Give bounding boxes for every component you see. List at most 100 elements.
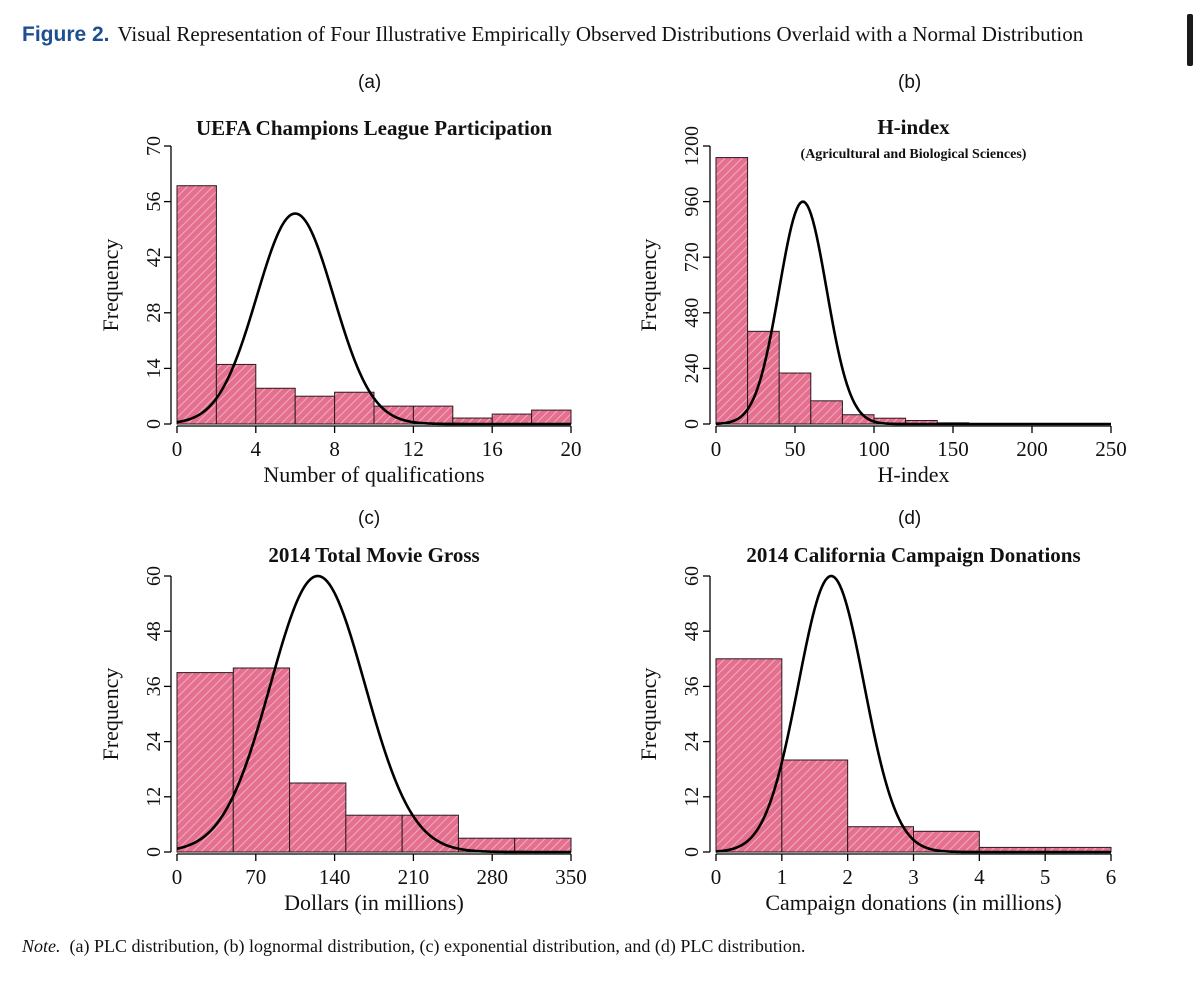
histogram-bar xyxy=(747,330,780,425)
x-tick-label: 4 xyxy=(974,865,985,889)
chart-title: 2014 Total Movie Gross xyxy=(268,543,479,567)
y-tick-label: 0 xyxy=(681,419,703,429)
x-tick-label: 210 xyxy=(398,865,430,889)
histogram-bar xyxy=(294,395,336,425)
panel-label-d: (d) xyxy=(898,508,922,529)
histogram-bar xyxy=(255,387,296,425)
histogram-bar xyxy=(412,405,454,425)
histogram-bar xyxy=(491,413,533,425)
histogram-bar xyxy=(176,185,217,425)
x-tick-label: 16 xyxy=(482,437,503,461)
panel-label-a: (a) xyxy=(358,72,382,93)
y-tick-label: 12 xyxy=(681,787,703,807)
chart-title: H-index xyxy=(877,115,950,139)
x-tick-label: 100 xyxy=(858,437,890,461)
x-tick-label: 5 xyxy=(1040,865,1051,889)
x-tick-label: 20 xyxy=(561,437,582,461)
x-tick-label: 0 xyxy=(711,865,722,889)
chart-movie-gross: 0 70 140 210 280 350 0 12 24 36 48 60 2014 Total Mov… xyxy=(98,543,587,915)
x-tick-label: 50 xyxy=(785,437,806,461)
normal-curve xyxy=(176,212,571,426)
y-tick-label: 0 xyxy=(143,419,165,429)
y-tick-label: 60 xyxy=(681,566,703,586)
histogram-bar xyxy=(215,363,257,425)
y-tick-label: 28 xyxy=(143,303,165,323)
y-axis-label: Frequency xyxy=(636,239,661,332)
histogram-bar xyxy=(715,157,749,425)
x-axis-label: H-index xyxy=(877,462,949,487)
histogram-bar xyxy=(176,672,234,853)
figure-label: Figure 2. xyxy=(22,23,110,46)
x-tick-label: 3 xyxy=(908,865,919,889)
y-axis-label: Frequency xyxy=(98,668,123,761)
y-tick-label: 0 xyxy=(143,847,165,857)
histogram-bar xyxy=(847,826,915,853)
y-tick-label: 48 xyxy=(143,621,165,641)
x-axis-label: Number of qualifications xyxy=(263,462,484,487)
histogram-bar xyxy=(810,400,843,425)
y-tick-label: 960 xyxy=(681,187,703,217)
histogram-bar xyxy=(334,391,375,425)
y-tick-label: 480 xyxy=(681,298,703,328)
x-tick-label: 280 xyxy=(476,865,508,889)
chart-uefa: 0 4 8 12 16 20 0 14 28 42 56 70 UEFA Champions Leagu… xyxy=(98,116,582,487)
x-tick-label: 6 xyxy=(1106,865,1117,889)
histogram-bar xyxy=(514,837,572,853)
histogram-bar xyxy=(345,814,403,853)
y-tick-label: 1200 xyxy=(681,126,703,166)
x-tick-label: 70 xyxy=(245,865,266,889)
y-tick-label: 36 xyxy=(681,676,703,696)
chart-subtitle: (Agricultural and Biological Sciences) xyxy=(801,147,1027,162)
scrollbar-edge xyxy=(1187,14,1193,66)
panel-label-c: (c) xyxy=(358,508,381,529)
x-axis-label: Dollars (in millions) xyxy=(284,890,464,915)
y-tick-label: 60 xyxy=(143,566,165,586)
figure-title: Figure 2. Visual Representation of Four I… xyxy=(22,22,1192,47)
normal-curve xyxy=(715,574,1111,854)
figure-title-text: Visual Representation of Four Illustrati… xyxy=(117,22,1084,46)
y-tick-label: 70 xyxy=(143,136,165,156)
y-axis-label: Frequency xyxy=(636,668,661,761)
histogram-bar xyxy=(531,409,572,425)
figure-note: Note. (a) PLC distribution, (b) lognorma… xyxy=(22,936,805,957)
x-tick-label: 0 xyxy=(172,865,183,889)
x-tick-label: 12 xyxy=(403,437,424,461)
y-tick-label: 24 xyxy=(681,732,703,752)
y-tick-label: 24 xyxy=(143,732,165,752)
x-tick-label: 1 xyxy=(777,865,788,889)
histogram-bar xyxy=(289,782,347,853)
x-tick-label: 250 xyxy=(1095,437,1127,461)
y-tick-label: 0 xyxy=(681,847,703,857)
y-tick-label: 36 xyxy=(143,676,165,696)
normal-curve xyxy=(715,200,1111,426)
y-tick-label: 720 xyxy=(681,242,703,272)
x-tick-label: 2 xyxy=(842,865,853,889)
y-tick-label: 56 xyxy=(143,192,165,212)
x-tick-label: 200 xyxy=(1016,437,1048,461)
x-tick-label: 0 xyxy=(711,437,722,461)
histogram-bar xyxy=(232,667,291,853)
chart-h-index: 0 50 100 150 200 250 0 240 480 720 960 1200 H-index (… xyxy=(636,115,1127,487)
histogram-bar xyxy=(781,759,849,853)
note-text: (a) PLC distribution, (b) lognormal dist… xyxy=(69,936,806,956)
note-label: Note. xyxy=(22,936,61,956)
y-tick-label: 12 xyxy=(143,787,165,807)
y-tick-label: 240 xyxy=(681,353,703,383)
x-tick-label: 8 xyxy=(329,437,340,461)
y-tick-label: 14 xyxy=(143,358,165,378)
histogram-bar xyxy=(778,372,812,425)
x-tick-label: 4 xyxy=(251,437,262,461)
histogram-bar xyxy=(913,830,980,853)
y-tick-label: 48 xyxy=(681,621,703,641)
x-axis-label: Campaign donations (in millions) xyxy=(765,890,1061,915)
y-axis-label: Frequency xyxy=(98,239,123,332)
chart-title: 2014 California Campaign Donations xyxy=(746,543,1080,567)
histogram-bar xyxy=(715,658,783,853)
normal-curve xyxy=(176,574,571,854)
chart-title: UEFA Champions League Participation xyxy=(196,116,552,140)
panel-label-b: (b) xyxy=(898,72,922,93)
x-tick-label: 350 xyxy=(555,865,587,889)
x-tick-label: 0 xyxy=(172,437,183,461)
